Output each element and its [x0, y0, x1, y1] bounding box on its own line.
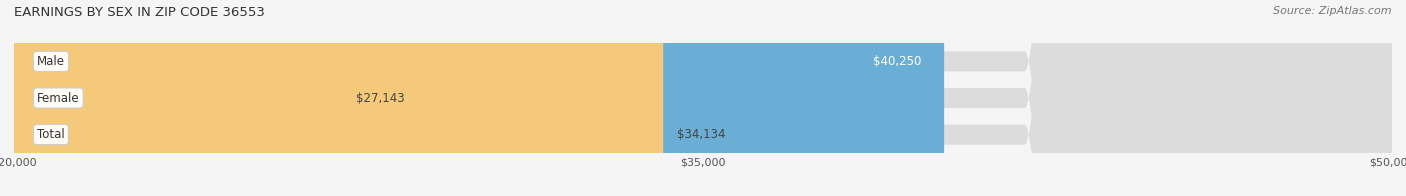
FancyBboxPatch shape: [0, 0, 381, 196]
FancyBboxPatch shape: [14, 0, 945, 196]
Text: Total: Total: [37, 128, 65, 141]
FancyBboxPatch shape: [14, 0, 1392, 196]
Text: $40,250: $40,250: [873, 55, 921, 68]
Text: Male: Male: [37, 55, 65, 68]
Text: EARNINGS BY SEX IN ZIP CODE 36553: EARNINGS BY SEX IN ZIP CODE 36553: [14, 6, 264, 19]
FancyBboxPatch shape: [14, 0, 1392, 196]
FancyBboxPatch shape: [14, 0, 1392, 196]
Text: Female: Female: [37, 92, 80, 104]
Text: $34,134: $34,134: [678, 128, 725, 141]
FancyBboxPatch shape: [14, 0, 664, 196]
Text: Source: ZipAtlas.com: Source: ZipAtlas.com: [1274, 6, 1392, 16]
Text: $27,143: $27,143: [356, 92, 405, 104]
